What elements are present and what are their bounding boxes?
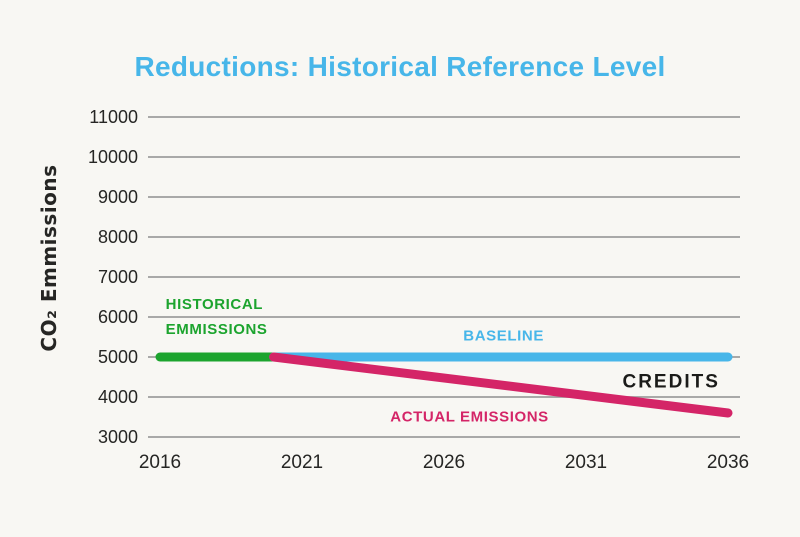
y-tick-label: 10000 [87, 147, 138, 167]
chart-title: Reductions: Historical Reference Level [134, 51, 666, 82]
annotation-line: EMMISSIONS [165, 321, 268, 338]
y-tick-label: 9000 [97, 187, 138, 207]
series-actual-emissions [269, 352, 733, 418]
annotation-line: ACTUAL EMISSIONS [390, 408, 549, 426]
x-tick-label: 2036 [706, 452, 750, 473]
annotation-line: HISTORICAL [165, 296, 264, 313]
y-tick-label: 6000 [97, 307, 138, 327]
y-tick-label: 4000 [97, 387, 138, 407]
annotation-line: CREDITS [622, 371, 720, 393]
annotation-credits: CREDITS [622, 370, 719, 395]
y-tick-label: 3000 [97, 427, 138, 447]
x-tick-label: 2026 [422, 452, 466, 473]
x-tick-label: 2016 [138, 452, 182, 473]
annotation-line: BASELINE [463, 327, 544, 345]
x-tick-label: 2021 [280, 452, 324, 473]
annotation-baseline: BASELINE [463, 324, 544, 349]
x-tick-label: 2031 [564, 452, 608, 473]
y-tick-label: 5000 [97, 347, 138, 367]
y-tick-label: 11000 [89, 107, 138, 127]
annotation-historical: HISTORICAL EMMISSIONS [166, 292, 268, 342]
y-tick-label: 7000 [97, 267, 138, 287]
annotation-actual-emissions: ACTUAL EMISSIONS [390, 405, 549, 430]
y-tick-label: 8000 [97, 227, 138, 247]
